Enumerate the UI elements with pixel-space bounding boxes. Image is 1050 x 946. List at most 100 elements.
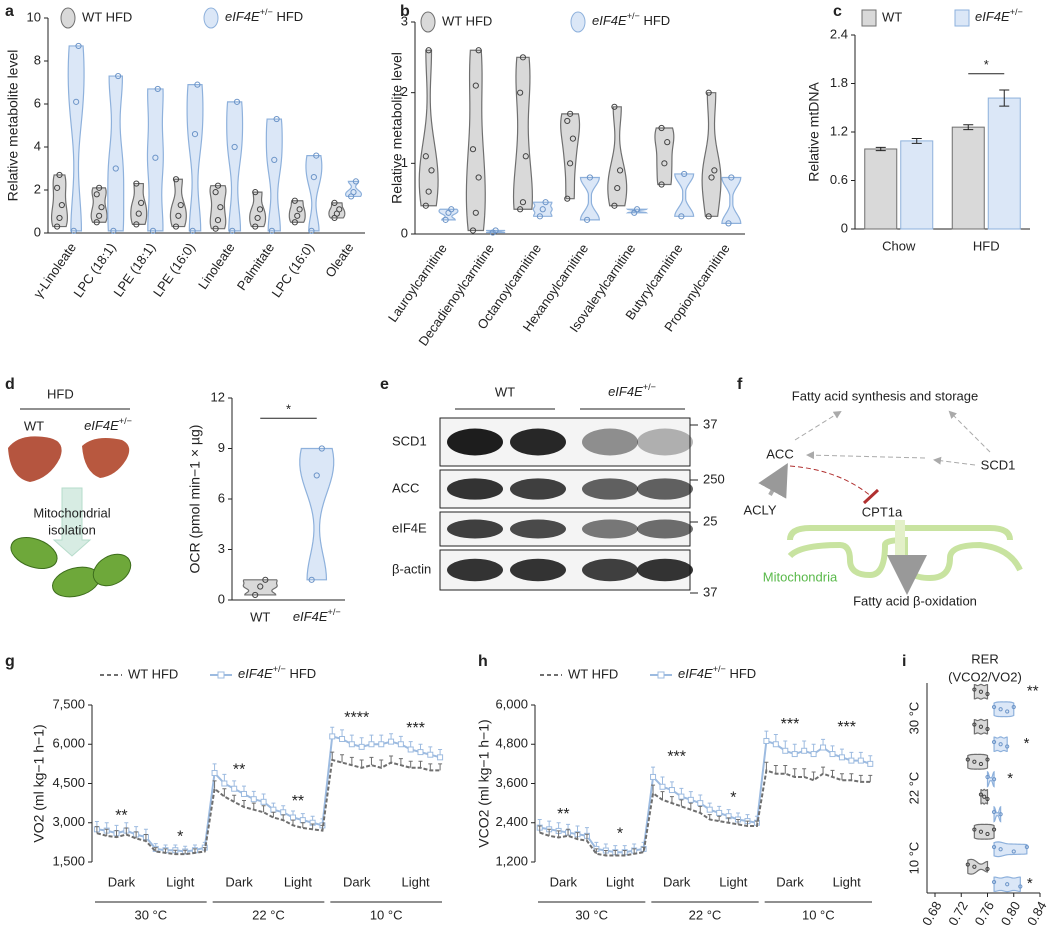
data-point [98,204,105,211]
data-point [492,227,499,234]
data-point [133,180,140,187]
x-tick-label: eIF4E+/− [293,607,341,624]
violin [993,841,1028,858]
diet-label: HFD [47,386,74,401]
group-label: WT [24,418,44,433]
data-point [472,209,479,216]
error-bar [688,802,693,810]
data-point [472,82,479,89]
y-tick-label: 3,600 [495,775,528,790]
violin [465,49,486,232]
data-point [567,160,574,167]
row-label: SCD1 [392,433,427,448]
x-tick-label: Dark [776,874,804,889]
liver [82,438,130,478]
x-tick-label: 0.72 [945,899,971,928]
bar [900,140,934,230]
band [637,519,693,539]
channel [895,520,905,558]
arrow [52,487,92,557]
x-tick-label: 0.68 [919,899,945,928]
error-bar [698,805,703,813]
x-tick-label: Dark [663,874,691,889]
inhibition [789,465,873,498]
significance-label: * [1007,770,1013,787]
data-point [998,847,1003,852]
data-point [658,124,665,132]
data-point [252,223,259,230]
mitochondrion [92,553,132,587]
y-tick-label: 1.8 [830,75,848,90]
data-point [56,171,63,179]
marker [650,773,657,780]
error-bar [999,89,1010,107]
significance-label: ** [557,806,569,823]
group-label: 30 °C [134,907,167,922]
data-point [217,204,224,211]
data-point [978,724,984,729]
significance-label: *** [406,720,425,737]
y-tick-label: 3 [218,541,225,556]
data-point [93,191,100,198]
data-point [985,691,990,697]
marker [848,757,855,764]
data-point [1005,882,1010,887]
marker [211,770,218,777]
marker [838,754,845,761]
legend-label: eIF4E+/− HFD [678,664,756,681]
marker [668,787,675,794]
membrane [787,536,1023,582]
group-label: 30 °C [575,907,608,922]
data-point [985,726,990,732]
x-tick-label: Light [833,874,862,889]
band [447,519,503,539]
significance-label: ** [292,793,304,810]
data-point [517,206,524,213]
data-point [191,131,199,138]
group-label: 22 °C [252,907,285,922]
error-bar [584,833,589,841]
legend-swatch [657,671,665,679]
node-label: ACLY [744,502,777,517]
y-tick-label: 4 [34,138,41,153]
error-bar [359,759,364,768]
significance-label: * [1024,735,1030,752]
group-label: 30 °C [906,702,921,735]
data-point [331,199,338,206]
arrow [806,451,926,460]
error-bar [830,769,835,777]
data-point [972,864,977,869]
error-bar [679,799,684,807]
y-axis-label: Relative metabolite level [5,50,21,202]
data-point [681,170,688,178]
data-point [522,153,529,160]
node-label: Mitochondria [763,569,838,584]
violin [512,56,533,210]
violin [701,92,722,217]
marker [221,780,228,787]
x-tick-label: HFD [973,238,1000,253]
data-point [96,212,103,219]
data-point [313,152,320,159]
data-point [1005,744,1010,749]
band [582,478,638,500]
error-bar [764,761,769,771]
violin [226,101,244,232]
chart-subtitle: (VCO2/VO2) [948,669,1022,684]
data-point [257,583,264,590]
error-bar [340,754,345,763]
significance-label: * [617,825,623,842]
data-point [271,156,278,163]
data-point [318,445,325,452]
data-point [428,167,435,174]
violin [654,127,675,186]
significance-label: ** [233,762,245,779]
data-point [152,154,159,161]
data-point [296,206,303,213]
violin [973,823,995,840]
error-bar [660,791,665,800]
marker [417,749,424,756]
legend-label: WT HFD [82,9,132,24]
marker [290,814,297,821]
arrow [794,410,842,441]
